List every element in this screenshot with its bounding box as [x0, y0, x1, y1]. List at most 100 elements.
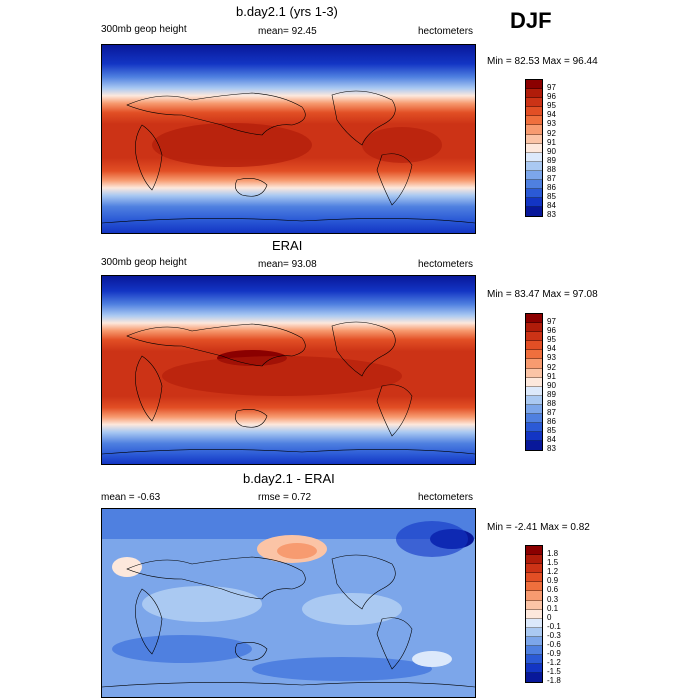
colorbar-label: 85: [547, 426, 556, 436]
colorbar-swatch: [526, 386, 542, 396]
colorbar-swatch: [526, 432, 542, 442]
panel-3-colorbar: [525, 545, 543, 684]
colorbar-label: 86: [547, 417, 556, 427]
colorbar-swatch: [526, 673, 542, 683]
colorbar-swatch: [526, 404, 542, 415]
colorbar-label: 89: [547, 389, 556, 399]
colorbar-swatch: [526, 116, 542, 126]
colorbar-swatch: [526, 655, 542, 665]
colorbar-swatch: [526, 573, 542, 583]
colorbar-swatch: [526, 80, 542, 90]
colorbar-swatch: [526, 368, 542, 378]
colorbar-label: 96: [547, 326, 556, 336]
panel-3-minmax: Min = -2.41 Max = 0.82: [487, 522, 590, 533]
colorbar-label: 84: [547, 201, 556, 211]
colorbar-label: 92: [547, 128, 556, 138]
colorbar-label: 1.2: [547, 567, 559, 577]
panel-2-minmax: Min = 83.47 Max = 97.08: [487, 289, 598, 300]
colorbar-swatch: [526, 664, 542, 674]
colorbar-swatch: [526, 414, 542, 424]
colorbar-label: 86: [547, 183, 556, 193]
colorbar-swatch: [526, 646, 542, 656]
colorbar-label: -0.9: [547, 649, 561, 659]
colorbar-swatch: [526, 314, 542, 324]
colorbar-swatch: [526, 107, 542, 117]
colorbar-swatch: [526, 143, 542, 153]
colorbar-swatch: [526, 180, 542, 190]
colorbar-label: 97: [547, 83, 556, 92]
colorbar-swatch: [526, 600, 542, 610]
colorbar-label: 83: [547, 444, 556, 454]
panel-2-map: [101, 275, 476, 465]
colorbar-label: 90: [547, 146, 556, 156]
panel-3-units-label: hectometers: [418, 492, 474, 503]
colorbar-swatch: [526, 341, 542, 351]
panel-1-colorbar: [525, 79, 543, 218]
colorbar-label: 83: [547, 210, 556, 220]
colorbar-label: 0: [547, 612, 552, 622]
colorbar-swatch: [526, 98, 542, 108]
colorbar-swatch: [526, 377, 542, 387]
colorbar-label: 94: [547, 344, 556, 354]
colorbar-label: 95: [547, 335, 556, 345]
colorbar-swatch: [526, 395, 542, 405]
colorbar-label: 1.5: [547, 558, 559, 568]
colorbar-label: 0.3: [547, 594, 559, 604]
colorbar-swatch: [526, 609, 542, 619]
colorbar-label: 93: [547, 119, 556, 129]
colorbar-swatch: [526, 89, 542, 99]
colorbar-swatch: [526, 359, 542, 369]
colorbar-swatch: [526, 152, 542, 162]
colorbar-swatch: [526, 332, 542, 342]
panel-3-rmse-label: rmse = 0.72: [258, 492, 312, 503]
colorbar-label: 93: [547, 353, 556, 363]
colorbar-swatch: [526, 207, 542, 217]
colorbar-swatch: [526, 125, 542, 135]
colorbar-swatch: [526, 323, 542, 333]
panel-2-units-label: hectometers: [418, 259, 474, 270]
colorbar-label: 96: [547, 92, 556, 102]
colorbar-swatch: [526, 591, 542, 601]
colorbar-swatch: [526, 555, 542, 565]
colorbar-label: -0.1: [547, 621, 561, 631]
colorbar-label: 85: [547, 192, 556, 202]
colorbar-label: 97: [547, 317, 556, 326]
colorbar-swatch: [526, 546, 542, 556]
colorbar-swatch: [526, 618, 542, 628]
colorbar-swatch: [526, 627, 542, 637]
colorbar-label: -1.2: [547, 658, 561, 668]
panel-1-minmax: Min = 82.53 Max = 96.44: [487, 56, 598, 67]
colorbar-label: 87: [547, 408, 556, 417]
panel-3-mean-label: mean = -0.63: [101, 492, 161, 503]
colorbar-label: 95: [547, 101, 556, 111]
colorbar-swatch: [526, 350, 542, 360]
panel-1-map: [101, 44, 476, 234]
panel-2-colorbar: [525, 313, 543, 452]
colorbar-swatch: [526, 636, 542, 647]
colorbar-swatch: [526, 198, 542, 208]
colorbar-label: 88: [547, 398, 556, 408]
colorbar-label: 0.9: [547, 576, 559, 586]
colorbar-label: 0.6: [547, 585, 559, 595]
colorbar-swatch: [526, 441, 542, 451]
colorbar-label: -0.6: [547, 640, 561, 649]
colorbar-label: -0.3: [547, 630, 561, 640]
panel-3-title: b.day2.1 - ERAI: [243, 471, 335, 486]
colorbar-label: 94: [547, 110, 556, 120]
colorbar-swatch: [526, 161, 542, 171]
colorbar-label: 88: [547, 164, 556, 174]
colorbar-label: 84: [547, 435, 556, 445]
colorbar-swatch: [526, 189, 542, 199]
panel-2-variable-label: 300mb geop height: [101, 257, 187, 268]
colorbar-label: 92: [547, 362, 556, 372]
panel-1-mean-label: mean= 92.45: [258, 26, 317, 37]
colorbar-label: 87: [547, 174, 556, 183]
panel-2-mean-label: mean= 93.08: [258, 259, 317, 270]
colorbar-label: 91: [547, 371, 556, 381]
panel-1-units-label: hectometers: [418, 26, 474, 37]
panel-1-variable-label: 300mb geop height: [101, 24, 187, 35]
colorbar-label: 0.1: [547, 603, 559, 613]
colorbar-label: 89: [547, 155, 556, 165]
colorbar-label: 1.8: [547, 549, 559, 558]
colorbar-label: -1.5: [547, 667, 561, 677]
